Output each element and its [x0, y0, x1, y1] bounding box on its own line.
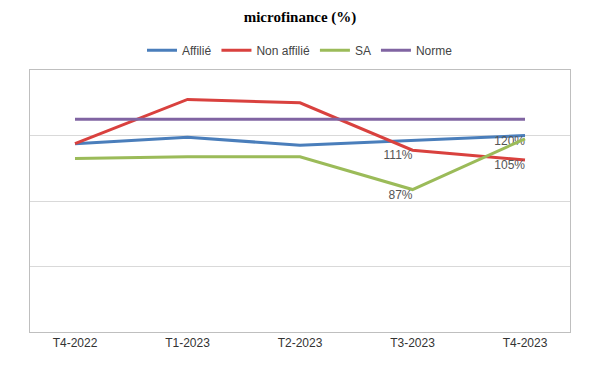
svg-text:T3-2023: T3-2023 [390, 336, 435, 350]
svg-text:microfinance (%): microfinance (%) [244, 9, 357, 26]
svg-text:SA: SA [355, 44, 371, 58]
svg-text:T4-2022: T4-2022 [53, 336, 98, 350]
svg-text:T1-2023: T1-2023 [165, 336, 210, 350]
svg-text:Affilié: Affilié [182, 44, 211, 58]
svg-text:Norme: Norme [416, 44, 452, 58]
svg-text:T2-2023: T2-2023 [278, 336, 323, 350]
svg-text:87%: 87% [388, 188, 412, 202]
svg-text:111%: 111% [384, 148, 413, 162]
svg-text:120%: 120% [494, 134, 525, 148]
svg-text:105%: 105% [494, 158, 525, 172]
svg-text:Non affilié: Non affilié [256, 44, 309, 58]
svg-text:T4-2023: T4-2023 [503, 336, 548, 350]
